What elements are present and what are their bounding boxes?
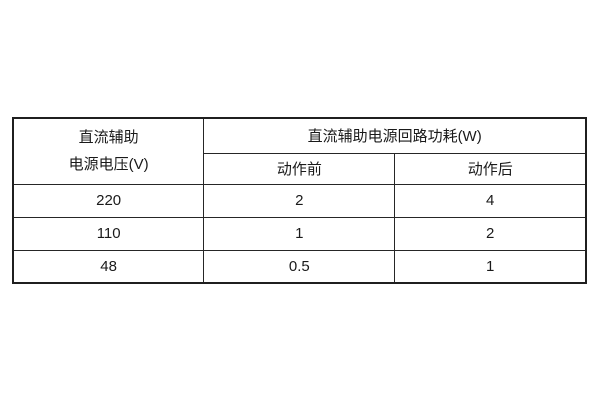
before-action-header: 动作前 [203,152,396,185]
voltage-column-header: 直流辅助 电源电压(V) [12,117,205,185]
table-header-row-sub: 动作前 动作后 [13,152,587,185]
before-action-cell: 0.5 [203,249,396,284]
before-action-cell: 2 [203,183,396,218]
voltage-cell: 48 [12,249,205,284]
before-action-cell: 1 [203,216,396,251]
table-row: 110 1 2 [12,216,587,251]
after-action-cell: 2 [394,216,587,251]
after-action-cell: 4 [394,183,587,218]
table-row: 48 0.5 1 [12,249,587,284]
voltage-header-line2: 电源电压(V) [68,156,149,174]
table-row: 220 2 4 [12,183,587,218]
power-consumption-table: 直流辅助 电源电压(V) 直流辅助电源回路功耗(W) 动作前 动作后 220 2… [12,117,587,284]
voltage-cell: 110 [12,216,205,251]
after-action-cell: 1 [394,249,587,284]
consumption-span-header: 直流辅助电源回路功耗(W) [203,117,587,154]
voltage-header-line1: 直流辅助 [78,129,139,147]
table-header-row-top: 直流辅助 电源电压(V) 直流辅助电源回路功耗(W) [12,117,587,185]
after-action-header: 动作后 [394,152,587,185]
voltage-cell: 220 [12,183,205,218]
